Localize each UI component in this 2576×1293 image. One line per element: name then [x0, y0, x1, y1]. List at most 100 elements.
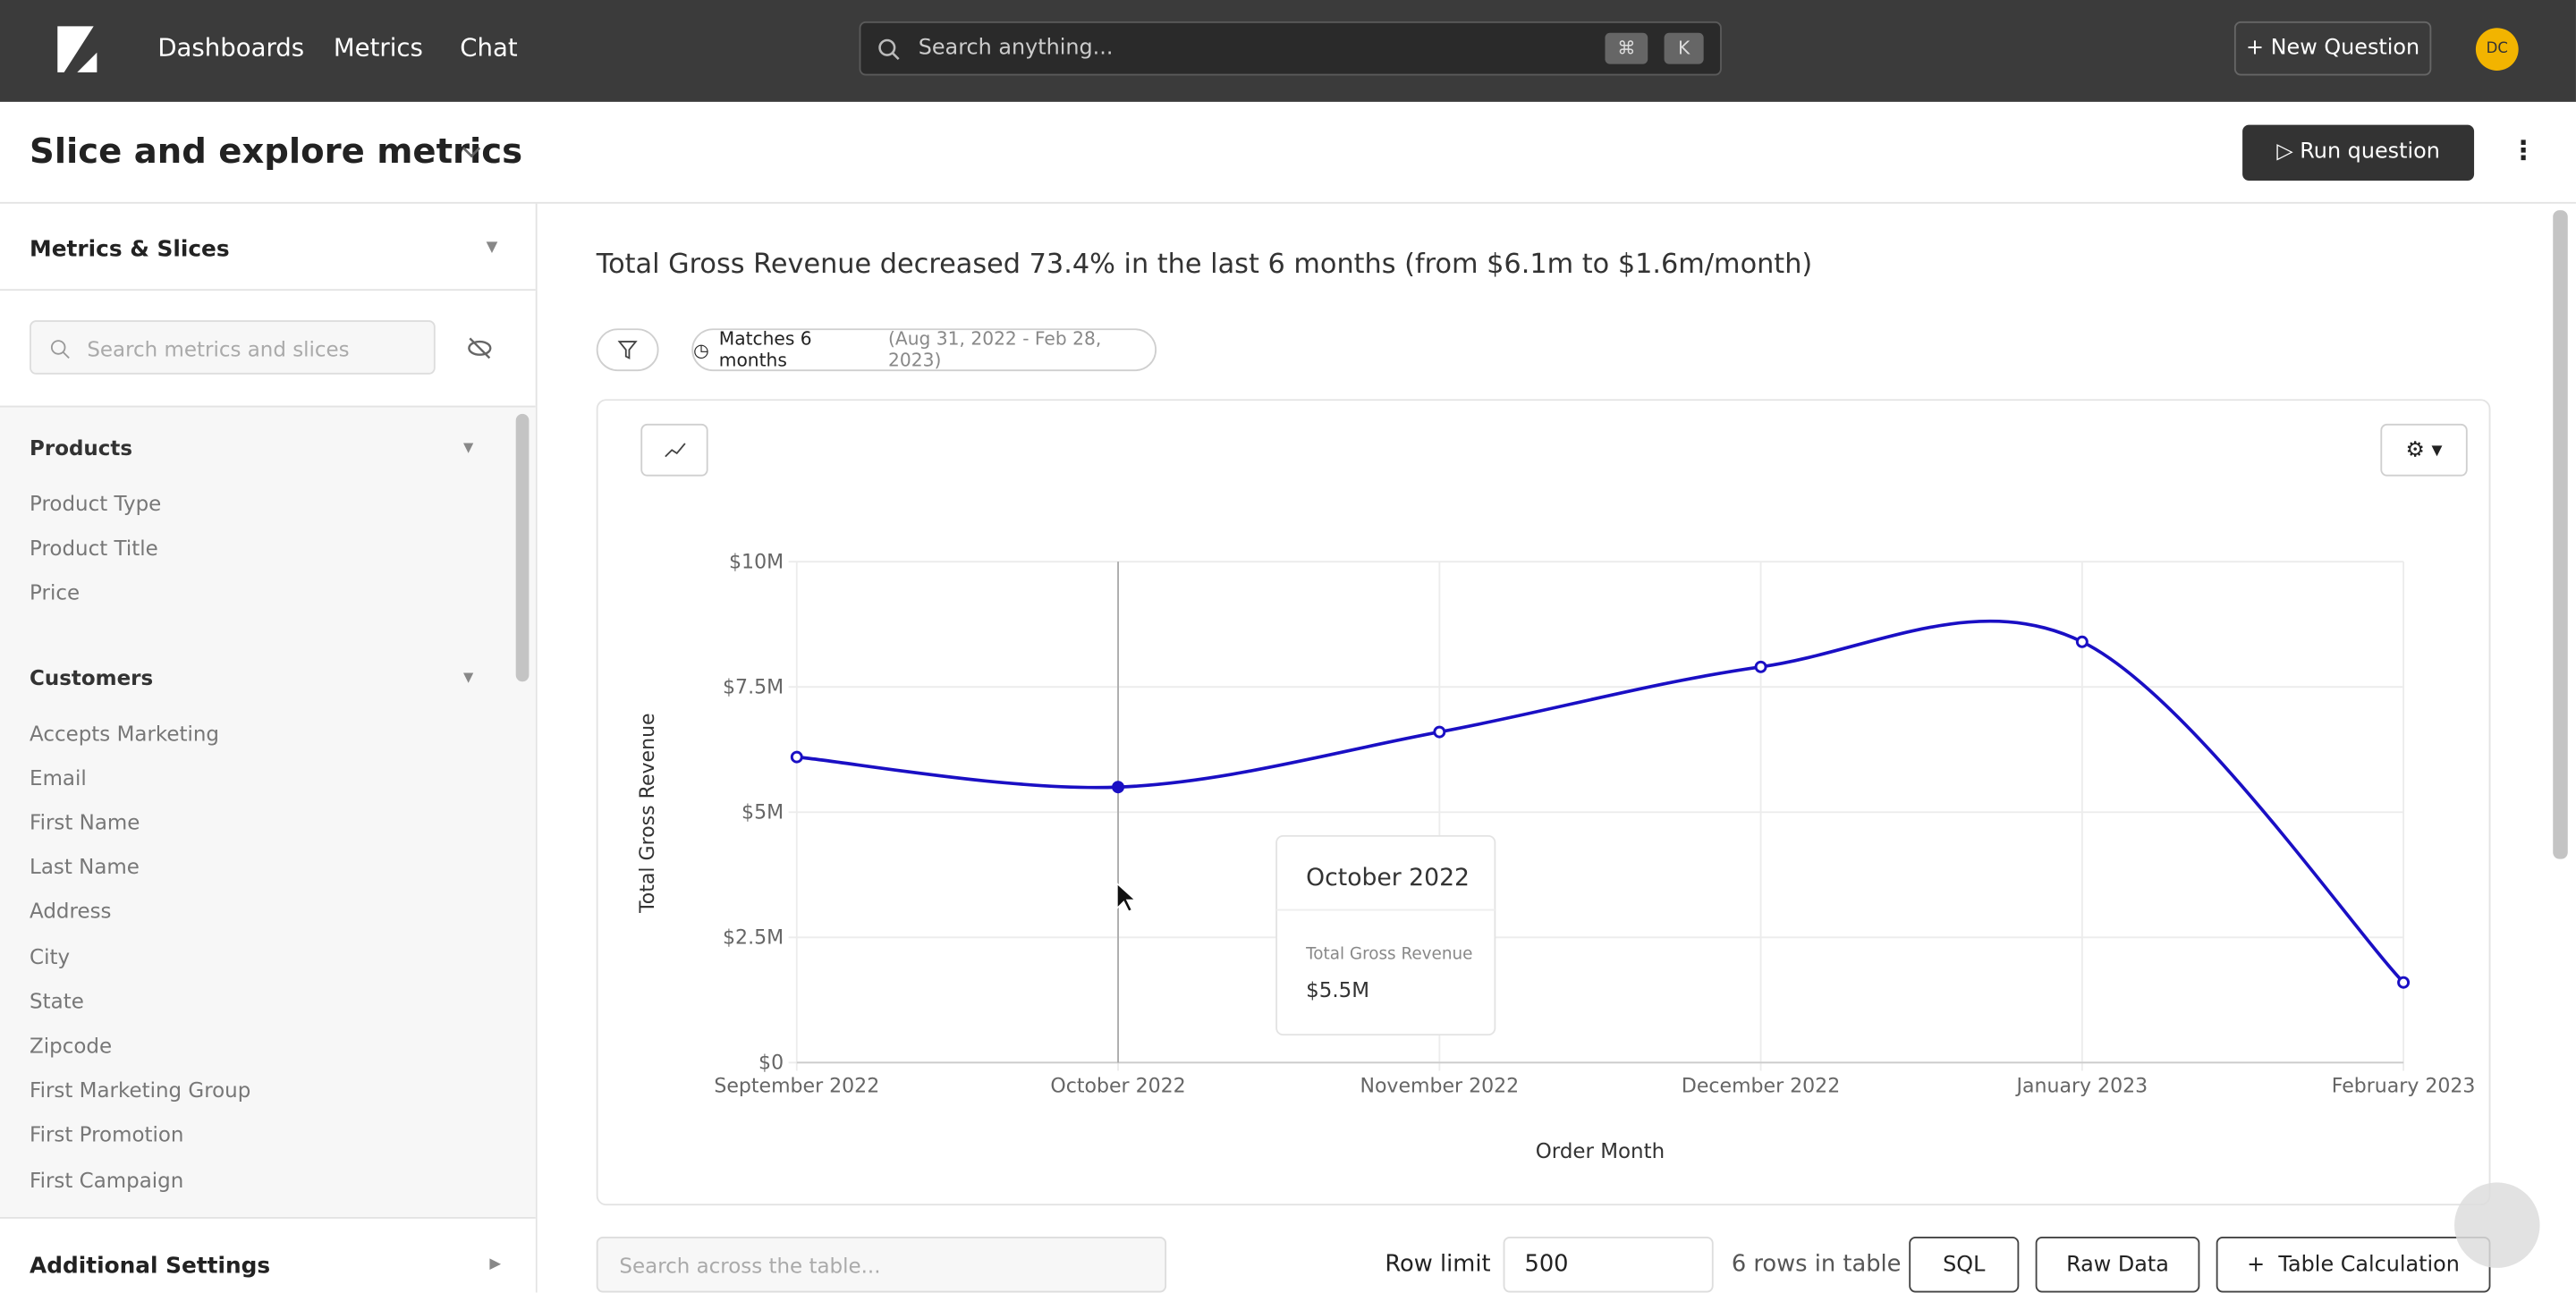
clock-icon: ◷ — [693, 339, 709, 361]
field-item[interactable]: First Campaign — [30, 1167, 184, 1192]
point — [1754, 660, 1767, 673]
chart-settings[interactable]: ⚙ ▾ — [2380, 423, 2468, 477]
field-item[interactable]: First Marketing Group — [30, 1078, 251, 1103]
sidebar: Metrics & Slices ▼ Search metrics and sl… — [0, 203, 538, 1293]
new-question-button[interactable]: + New Question — [2233, 21, 2432, 76]
field-item[interactable]: Email — [30, 765, 87, 790]
filter-icon — [617, 341, 638, 359]
y-tick-label: $10M — [729, 551, 784, 573]
point — [1433, 725, 1446, 739]
button-label: SQL — [1943, 1252, 1986, 1278]
search-placeholder: Search across the table... — [619, 1253, 881, 1278]
footer-title: Additional Settings — [30, 1253, 271, 1280]
field-item[interactable]: Last Name — [30, 854, 140, 879]
tooltip-value: $5.5M — [1306, 979, 1369, 1002]
divider — [0, 289, 536, 292]
field-item[interactable]: Product Type — [30, 491, 162, 516]
sidebar-footer: Additional Settings ▶ — [0, 1216, 536, 1293]
avatar[interactable]: DC — [2475, 28, 2519, 71]
sql-button[interactable]: SQL — [1909, 1237, 2020, 1293]
field-item[interactable]: State — [30, 988, 84, 1013]
chart-card — [596, 399, 2491, 1206]
button-label: New Question — [2270, 36, 2420, 61]
button-label: Run question — [2300, 139, 2440, 165]
group-title[interactable]: Customers — [30, 664, 154, 689]
series-line — [796, 619, 2405, 984]
row-limit-input[interactable]: 500 — [1503, 1237, 1714, 1293]
field-item[interactable]: Price — [30, 580, 80, 605]
cursor — [1116, 882, 1138, 913]
x-tick-label: February 2023 — [2332, 1075, 2476, 1097]
search-placeholder: Search anything... — [918, 36, 1114, 61]
x-tick-label: September 2022 — [714, 1075, 879, 1097]
row-limit-label: Row limit — [1385, 1251, 1491, 1278]
field-item[interactable]: Product Title — [30, 536, 158, 561]
chat-bubble[interactable] — [2454, 1182, 2540, 1268]
sidebar-search[interactable]: Search metrics and slices — [30, 320, 436, 375]
search-icon — [50, 340, 70, 359]
x-tick-label: October 2022 — [1050, 1075, 1185, 1097]
run-button[interactable]: ▷ Run question — [2242, 124, 2475, 182]
point — [2075, 635, 2089, 648]
chip-range: (Aug 31, 2022 - Feb 28, 2023) — [888, 328, 1102, 372]
tooltip-series: Total Gross Revenue — [1305, 945, 1472, 964]
page-title: Slice and explore metrics — [30, 131, 523, 172]
date-chip[interactable]: ◷ Matches 6 months (Aug 31, 2022 - Feb 28… — [691, 328, 1157, 372]
y-tick-label: $7.5M — [723, 677, 784, 699]
rows-info: 6 rows in table — [1731, 1251, 1902, 1278]
search-placeholder: Search metrics and slices — [87, 336, 350, 362]
group-toggle[interactable]: ▼ — [462, 669, 474, 685]
button-label: Table Calculation — [2278, 1252, 2460, 1278]
y-axis-title: Total Gross Revenue — [637, 713, 659, 913]
collapse[interactable]: ▼ — [486, 240, 498, 257]
x-tick-label: December 2022 — [1682, 1075, 1840, 1097]
table-calc-button[interactable]: + Table Calculation — [2216, 1237, 2491, 1293]
kbd: ⌘ — [1605, 32, 1648, 64]
button-label: Raw Data — [2066, 1252, 2169, 1278]
x-tick-label: November 2022 — [1360, 1075, 1519, 1097]
y-tick-label: $0 — [758, 1052, 784, 1075]
filter-button[interactable] — [596, 328, 659, 372]
field-item[interactable]: Accepts Marketing — [30, 720, 219, 746]
field-item[interactable]: Zipcode — [30, 1033, 113, 1058]
x-tick-label: January 2023 — [2015, 1075, 2148, 1097]
raw-data-button[interactable]: Raw Data — [2035, 1237, 2200, 1293]
group-toggle[interactable]: ▼ — [462, 440, 474, 455]
table-search[interactable]: Search across the table... — [596, 1237, 1167, 1293]
field-item[interactable]: City — [30, 943, 71, 968]
nav-link[interactable]: Metrics — [333, 32, 423, 63]
page-header: Slice and explore metrics ▷ Run question… — [0, 102, 2576, 204]
point — [2397, 976, 2411, 989]
tooltip — [1275, 834, 1496, 1036]
chart-type-button[interactable] — [640, 423, 708, 477]
nav-link[interactable]: Dashboards — [157, 32, 305, 63]
sidebar-title: Metrics & Slices — [30, 236, 230, 263]
global-search[interactable]: Search anything... ⌘ K — [859, 21, 1722, 76]
point — [790, 750, 803, 764]
main-scrollbar — [2553, 210, 2568, 859]
expand[interactable]: ▶ — [489, 1256, 502, 1273]
field-item[interactable]: First Name — [30, 809, 140, 835]
x-axis-title: Order Month — [1536, 1140, 1665, 1163]
row-limit-value: 500 — [1524, 1251, 1569, 1278]
group-title[interactable]: Products — [30, 435, 133, 461]
nav-bar: Dashboards Metrics Chat Search anything...… — [0, 0, 2576, 102]
field-item[interactable]: Address — [30, 899, 112, 924]
search-icon — [878, 38, 900, 61]
headline: Total Gross Revenue decreased 73.4% in t… — [596, 248, 1813, 280]
scrollbar — [515, 413, 530, 682]
chip-label: Matches 6 months — [718, 328, 812, 372]
field-item[interactable]: First Promotion — [30, 1122, 184, 1147]
chevron[interactable] — [460, 145, 483, 161]
point — [1112, 781, 1125, 794]
nav-link[interactable]: Chat — [460, 32, 518, 63]
logo — [57, 26, 97, 72]
hide-icon[interactable] — [467, 335, 493, 361]
tooltip-title: October 2022 — [1306, 864, 1470, 892]
kbd: K — [1664, 32, 1704, 64]
y-tick-label: $2.5M — [723, 927, 784, 950]
kebab-menu[interactable]: ⋮ — [2510, 134, 2537, 166]
field-list: Products ▼ Product Type Product Title Price C… — [0, 405, 536, 1219]
